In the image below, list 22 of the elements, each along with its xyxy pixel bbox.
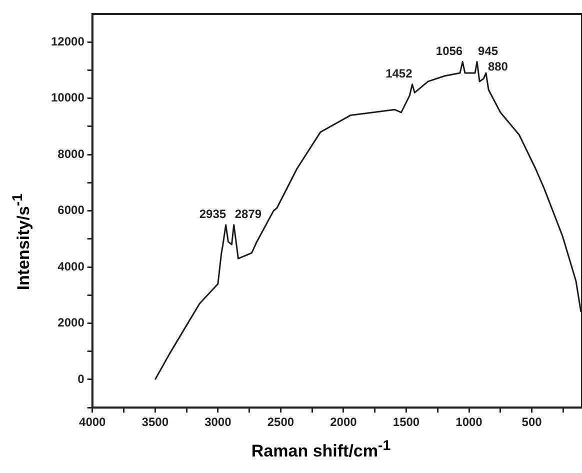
annotation: 2935 [199, 207, 226, 222]
x-tick-label: 1000 [456, 415, 483, 430]
y-tick-label: 6000 [58, 203, 85, 218]
x-tick-label: 3500 [142, 415, 169, 430]
x-axis-title: Raman shift/cm$^{-1}$ [250, 438, 392, 462]
y-tick-label: 4000 [58, 259, 85, 274]
annotation: 2879 [234, 207, 262, 222]
y-tick-label: 0 [78, 372, 85, 386]
annotation: 1452 [386, 66, 413, 81]
x-tick-label: 2500 [267, 415, 294, 430]
x-tick-label: 500 [522, 415, 542, 430]
x-tick-label: 3000 [204, 415, 232, 430]
x-tick-label: 4000 [79, 415, 106, 430]
annotation: 945 [478, 44, 498, 58]
annotation: 880 [488, 59, 508, 74]
x-tick-label: 2000 [330, 415, 358, 430]
y-tick-label: 10000 [50, 90, 85, 105]
annotation: 1056 [436, 44, 463, 58]
y-tick-label: 12000 [50, 34, 85, 48]
y-tick-label: 8000 [58, 146, 85, 161]
x-tick-label: 1500 [392, 415, 420, 430]
y-tick-label: 2000 [58, 316, 85, 330]
